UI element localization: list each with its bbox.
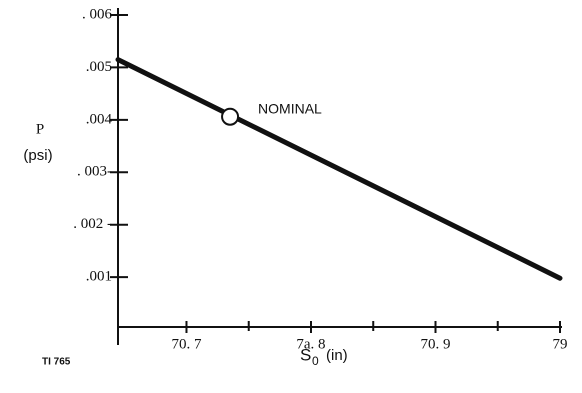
x-label-unit: (in) — [326, 347, 348, 364]
x-tick-label: 70. 7 — [171, 336, 202, 352]
x-tick-label: 79 — [553, 336, 568, 352]
y-tick-label: . 003- — [77, 164, 112, 180]
x-tick-label: 7a. 8 — [296, 336, 325, 352]
x-label-symbol: S — [300, 345, 311, 364]
y-tick-label: . 006 — [82, 6, 113, 22]
y-tick-label: .001 — [86, 269, 112, 285]
nominal-point — [221, 107, 240, 126]
y-tick-label: . 002 - — [73, 216, 112, 232]
figure-id: TI 765 — [42, 357, 71, 368]
y-label-unit: (psi) — [23, 147, 52, 164]
data-line — [115, 57, 563, 281]
x-label-subscript: 0 — [312, 354, 319, 368]
y-tick-label: .005 — [86, 59, 112, 75]
y-tick-label: .004 — [86, 111, 113, 127]
y-label-symbol: P — [36, 121, 44, 137]
x-tick-label: 70. 9 — [420, 336, 450, 352]
marker-label: NOMINAL — [258, 100, 322, 116]
